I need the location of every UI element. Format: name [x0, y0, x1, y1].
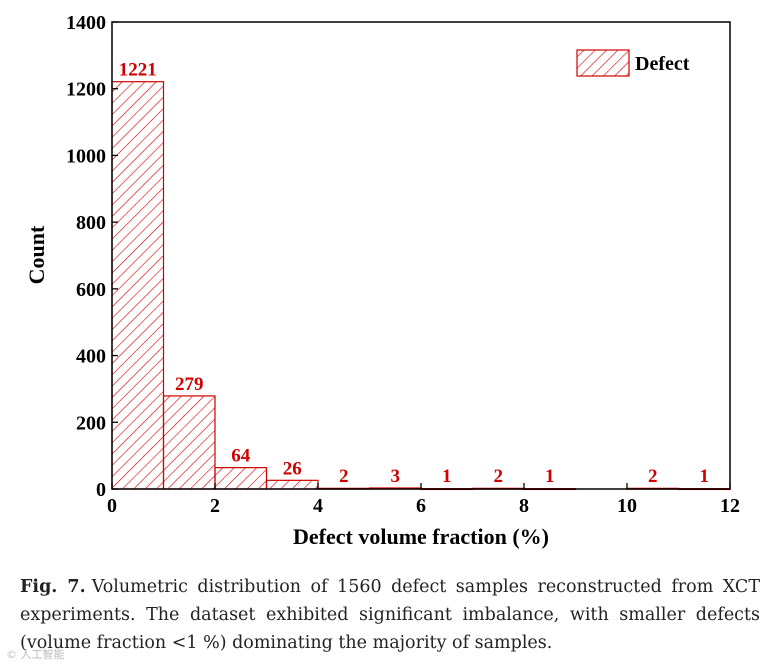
y-axis: 0 200 400 600 800 1000 1200 1400 — [66, 12, 118, 501]
bar-value-label: 1 — [442, 466, 452, 487]
x-tick-label: 2 — [210, 495, 220, 517]
bar-labels-group: 1221 279 64 26 2 3 1 2 1 2 1 — [119, 60, 709, 487]
x-tick-label: 12 — [720, 495, 740, 517]
legend-swatch — [576, 49, 630, 77]
bar-0-1 — [111, 81, 165, 490]
x-tick-label: 10 — [617, 495, 637, 517]
x-tick-label: 8 — [519, 495, 529, 517]
y-tick-label: 800 — [76, 212, 106, 234]
bar-value-label: 26 — [283, 458, 302, 479]
x-axis: 0 2 4 6 8 10 12 — [107, 483, 740, 517]
bar-value-label: 279 — [175, 374, 204, 395]
y-tick-label: 1200 — [66, 79, 106, 101]
bar-value-label: 2 — [339, 466, 349, 487]
bar-value-label: 2 — [494, 466, 504, 487]
bar-1-2 — [162, 395, 216, 490]
watermark: © 人工智能 — [6, 648, 65, 661]
bar-value-label: 1221 — [119, 60, 157, 81]
legend-label: Defect — [635, 53, 690, 75]
figure-caption: Fig. 7. Volumetric distribution of 1560 d… — [20, 573, 760, 657]
caption-text: Volumetric distribution of 1560 defect s… — [20, 577, 760, 653]
x-axis-label: Defect volume fraction (%) — [293, 524, 549, 549]
bar-3-4 — [265, 479, 319, 490]
y-tick-label: 1400 — [66, 12, 106, 34]
x-tick-label: 4 — [313, 495, 323, 517]
y-tick-label: 400 — [76, 346, 106, 368]
bar-value-label: 1 — [545, 466, 555, 487]
legend: Defect — [576, 49, 690, 77]
y-axis-label: Count — [24, 225, 49, 284]
bar-value-label: 2 — [648, 466, 658, 487]
y-tick-label: 1000 — [66, 145, 106, 167]
bar-value-label: 1 — [700, 466, 710, 487]
bar-value-label: 3 — [391, 466, 401, 487]
y-tick-label: 0 — [96, 479, 106, 501]
bar-value-label: 64 — [231, 446, 251, 467]
x-tick-label: 6 — [416, 495, 426, 517]
y-tick-label: 200 — [76, 412, 106, 434]
figure-number: Fig. 7. — [20, 577, 86, 597]
bar-2-3 — [214, 467, 268, 490]
x-tick-label: 0 — [107, 495, 117, 517]
y-tick-label: 600 — [76, 279, 106, 301]
bars-group — [111, 81, 731, 491]
